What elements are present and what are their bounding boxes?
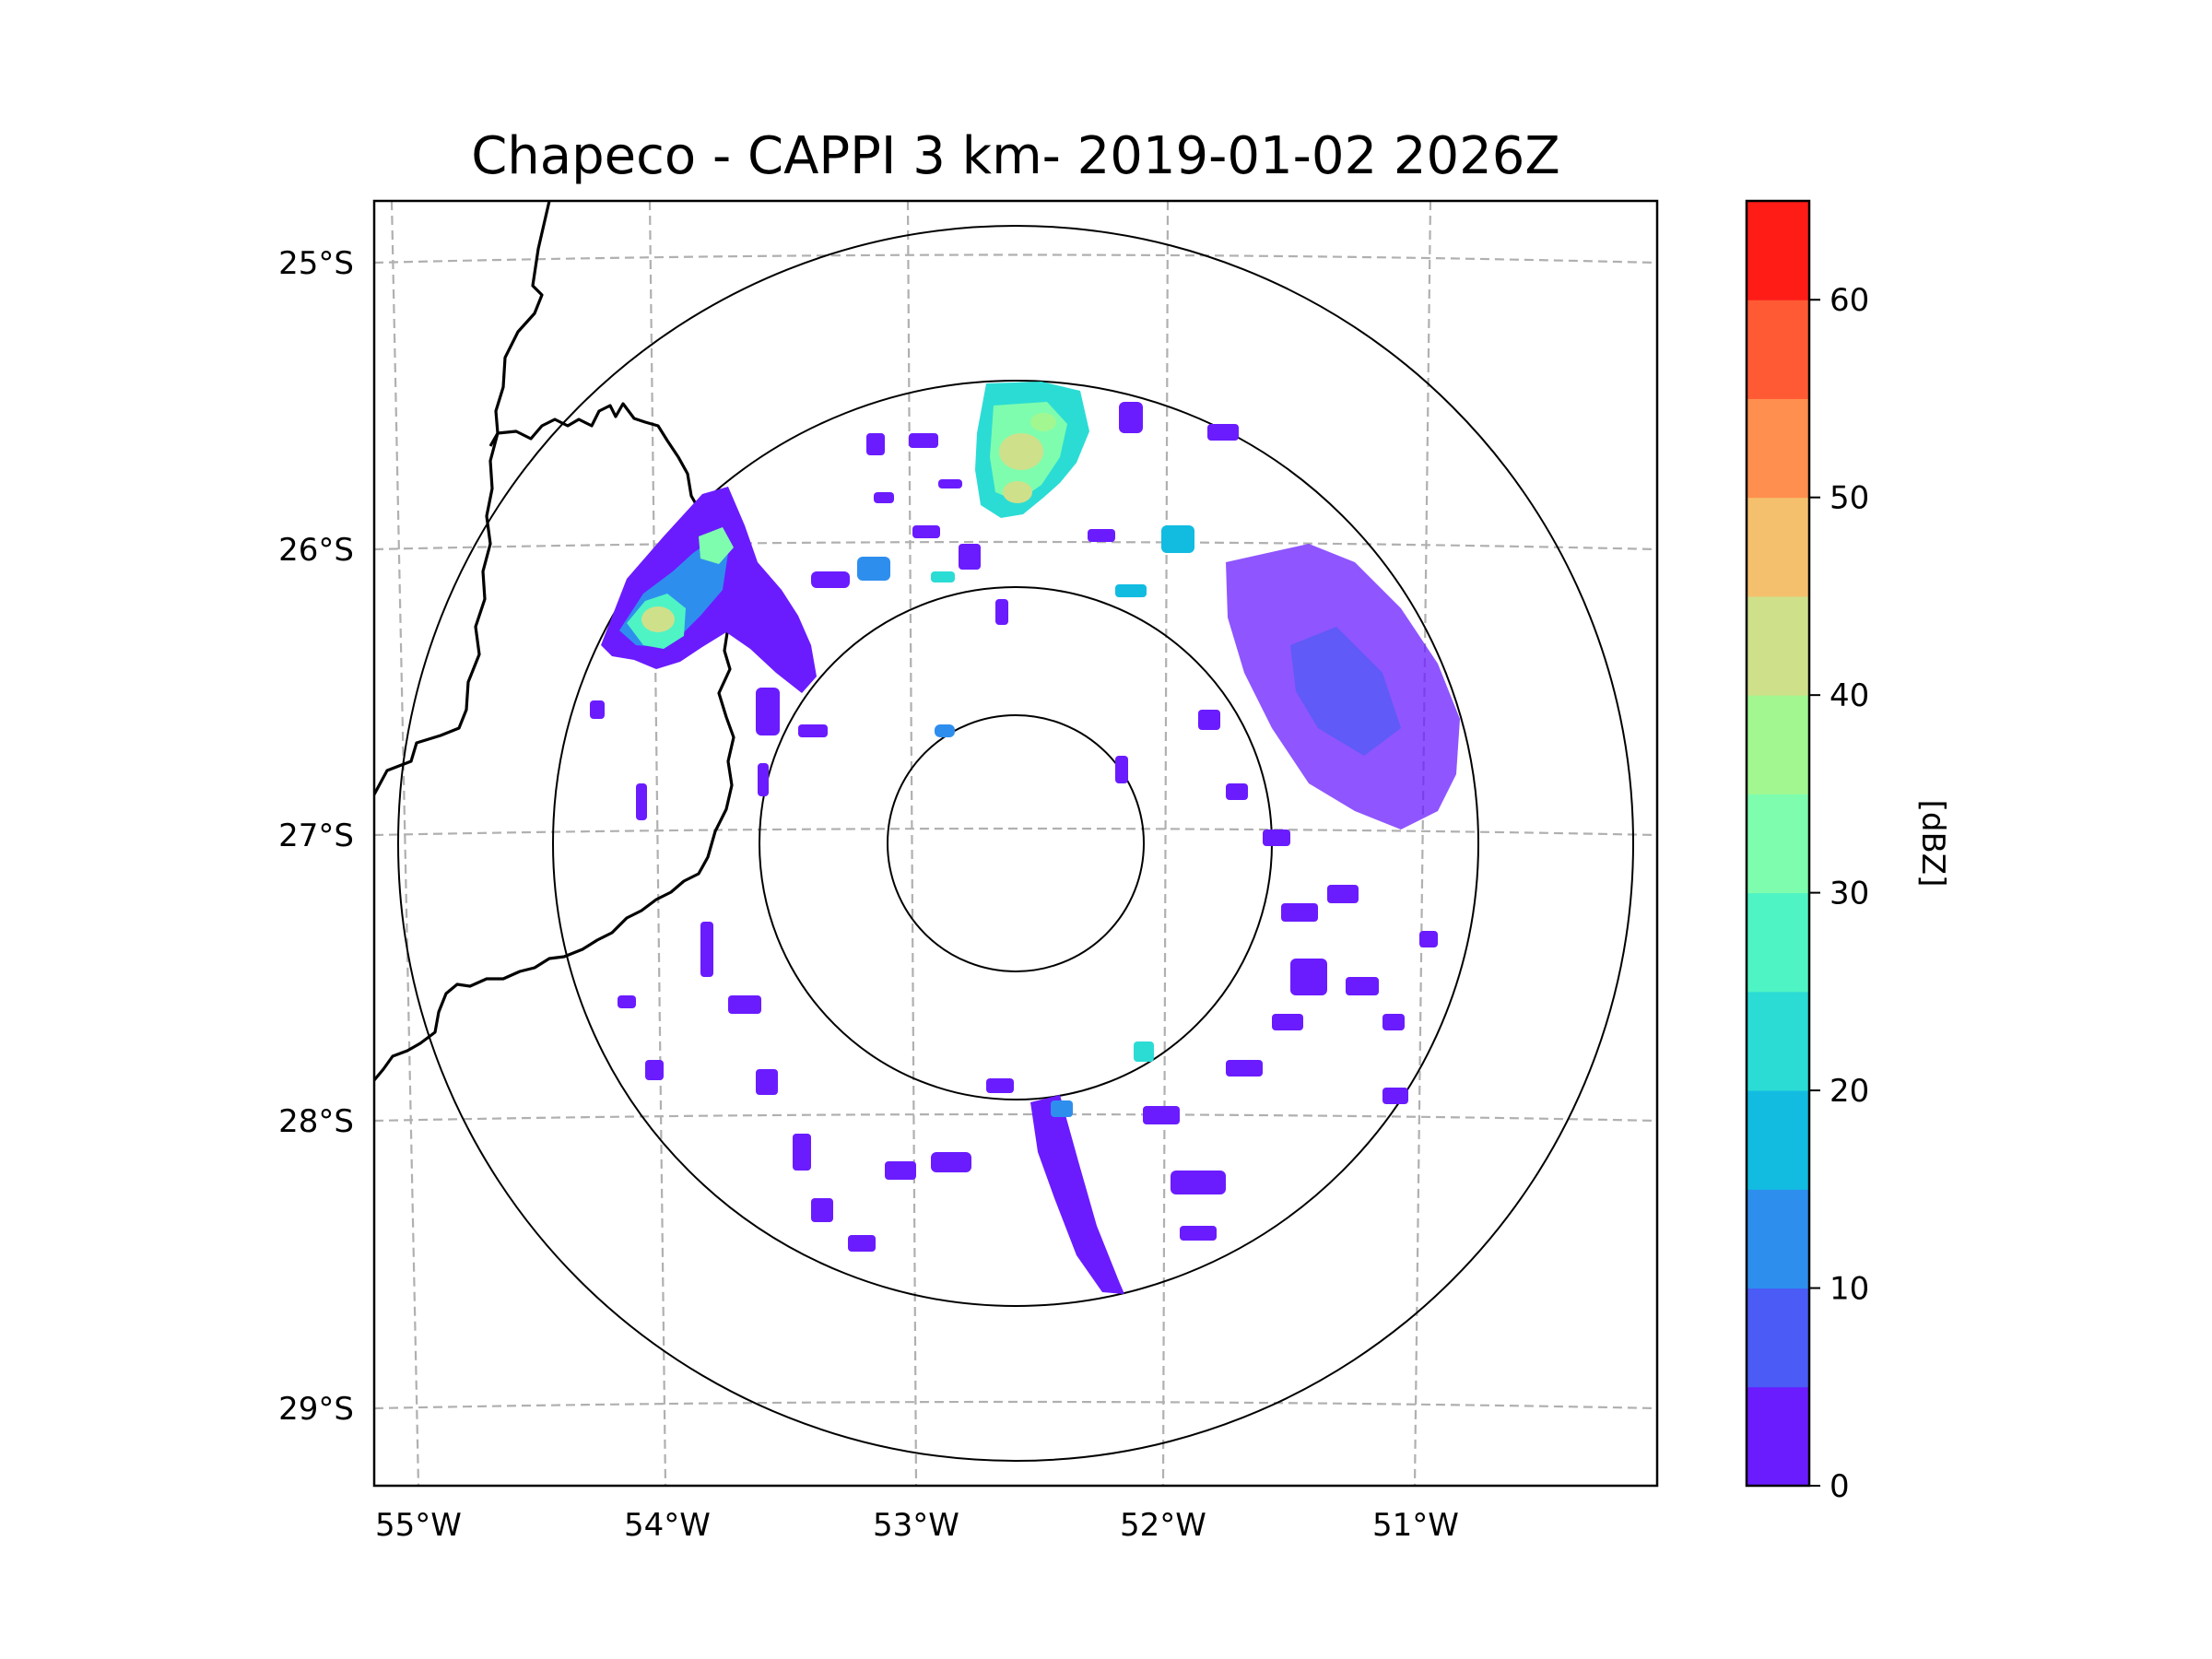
echo-cell-nw-core-b — [641, 606, 675, 632]
political-borders — [374, 201, 735, 1082]
colorbar-band-4 — [1747, 991, 1809, 1091]
colorbar-band-2 — [1747, 1189, 1809, 1289]
lat-label-25: 25°S — [278, 245, 354, 282]
colorbar-tick-label-3: 30 — [1830, 876, 1869, 912]
colorbar-tick-label-0: 0 — [1830, 1468, 1850, 1505]
echo-cell-north-core-a — [999, 433, 1043, 470]
reflectivity-echoes — [590, 382, 1460, 1294]
range-ring-4 — [397, 225, 1634, 1462]
colorbar-band-0 — [1747, 1386, 1809, 1487]
lon-label-55: 55°W — [375, 1507, 462, 1544]
gridline-lat-25 — [374, 253, 1657, 265]
lat-label-27: 27°S — [278, 818, 354, 854]
colorbar-band-12 — [1747, 201, 1809, 300]
chart-title: Chapeco - CAPPI 3 km- 2019-01-02 2026Z — [471, 126, 1560, 186]
lon-label-53: 53°W — [873, 1507, 959, 1544]
gridline-lat-26 — [374, 540, 1657, 551]
echo-band-east-inner — [1290, 627, 1401, 756]
gridline-lat-29 — [374, 1400, 1657, 1410]
colorbar: 0 10 20 30 40 50 60 [dBZ] — [1745, 199, 1951, 1505]
colorbar-band-5 — [1747, 892, 1809, 993]
gridline-lon-55 — [390, 201, 420, 1486]
gridline-lon-52 — [1161, 201, 1170, 1486]
echo-streak-south — [1030, 1095, 1124, 1294]
latitude-labels: 25°S 26°S 27°S 28°S 29°S — [278, 245, 354, 1428]
colorbar-band-7 — [1747, 695, 1809, 794]
colorbar-tick-label-5: 50 — [1830, 480, 1869, 517]
border-argentina-paraguay — [374, 201, 551, 795]
colorbar-band-6 — [1747, 794, 1809, 894]
longitude-labels: 55°W 54°W 53°W 52°W 51°W — [375, 1507, 1459, 1544]
colorbar-tick-label-6: 60 — [1830, 282, 1869, 319]
echo-clutter — [590, 402, 1438, 1252]
graticule — [374, 201, 1657, 1486]
lon-label-51: 51°W — [1372, 1507, 1459, 1544]
gridline-lon-53 — [906, 201, 918, 1486]
colorbar-frame — [1745, 199, 1811, 1488]
gridline-lat-28 — [374, 1112, 1657, 1123]
lat-label-29: 29°S — [278, 1391, 354, 1428]
lat-label-26: 26°S — [278, 532, 354, 569]
colorbar-band-11 — [1747, 300, 1809, 399]
range-ring-1 — [887, 714, 1145, 972]
map-panel — [372, 199, 1659, 1488]
colorbar-band-8 — [1747, 595, 1809, 696]
colorbar-ticks: 0 10 20 30 40 50 60 — [1809, 282, 1869, 1505]
colorbar-band-9 — [1747, 497, 1809, 597]
colorbar-tick-label-4: 40 — [1830, 677, 1869, 714]
map-frame — [372, 199, 1659, 1488]
gridline-lat-27 — [374, 827, 1657, 837]
colorbar-band-10 — [1747, 398, 1809, 499]
border-argentina-brazil — [374, 402, 735, 1082]
echo-cell-north-core-c — [1030, 413, 1056, 431]
lon-label-54: 54°W — [624, 1507, 711, 1544]
colorbar-tick-label-1: 10 — [1830, 1271, 1869, 1308]
colorbar-label: [dBZ] — [1914, 800, 1951, 888]
range-ring-3 — [552, 380, 1479, 1307]
echo-cell-north-core-b — [1003, 481, 1032, 503]
gridline-lon-51 — [1413, 201, 1432, 1486]
gridline-lon-54 — [648, 201, 667, 1486]
lon-label-52: 52°W — [1120, 1507, 1206, 1544]
lat-label-28: 28°S — [278, 1103, 354, 1140]
colorbar-band-3 — [1747, 1090, 1809, 1190]
colorbar-band-1 — [1747, 1288, 1809, 1388]
colorbar-bands — [1747, 201, 1809, 1487]
colorbar-tick-label-2: 20 — [1830, 1073, 1869, 1110]
echo-cell-nw-core-c — [699, 527, 734, 564]
